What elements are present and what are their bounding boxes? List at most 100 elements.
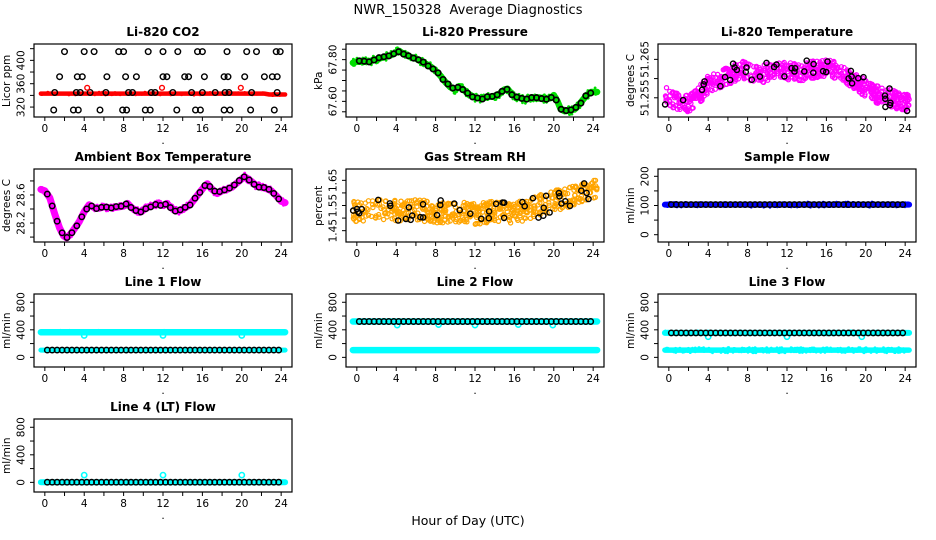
- y-axis-label: degrees C: [1, 179, 13, 232]
- svg-text:0: 0: [41, 123, 48, 135]
- panel-ambient-box-temperature: 0 4 8 12 16 20 24 28.2 28.6. Ambient Box Tempera…: [0, 150, 312, 272]
- svg-text:20: 20: [859, 373, 872, 385]
- svg-text:8: 8: [120, 498, 127, 510]
- svg-text:24: 24: [898, 248, 912, 260]
- panel-title: Gas Stream RH: [424, 150, 526, 164]
- sample-flow-chart: 0 4 8 12 16 20 24 0 100 200.: [640, 166, 917, 272]
- svg-text:16: 16: [508, 373, 522, 385]
- y-axis-label: percent: [313, 185, 325, 226]
- panel-sample-flow: 0 4 8 12 16 20 24 0 100 200. Sample Flow ml/min: [624, 150, 936, 272]
- svg-text:24: 24: [274, 373, 288, 385]
- svg-text:800: 800: [640, 292, 652, 312]
- svg-text:20: 20: [235, 248, 248, 260]
- li820-co2-chart: 0 4 8 12 16 20 24 320 360 400.: [16, 43, 293, 147]
- line1-flow-chart: 0 4 8 12 16 20 24 0 400 800.: [16, 292, 293, 397]
- panel-line3-flow: 0 4 8 12 16 20 24 0 400 800. Line 3 Flow ml/min: [624, 275, 936, 397]
- svg-text:16: 16: [196, 373, 210, 385]
- svg-text:.: .: [785, 385, 788, 397]
- cal-row-345: [51, 88, 281, 96]
- panel-line4-lt-flow: 0 4 8 12 16 20 24 0 400 800. Line 4 (LT) Flow ml/…: [0, 400, 312, 522]
- svg-text:20: 20: [547, 123, 560, 135]
- panel-li820-co2: 0 4 8 12 16 20 24 320 360 400. Li-820 CO2 Licor p…: [0, 25, 312, 147]
- svg-text:12: 12: [780, 373, 793, 385]
- svg-text:360: 360: [16, 74, 28, 94]
- svg-text:16: 16: [820, 123, 834, 135]
- svg-text:16: 16: [196, 498, 210, 510]
- panel-title: Line 4 (LT) Flow: [110, 400, 216, 414]
- x-axis-shared-label: Hour of Day (UTC): [411, 513, 525, 528]
- y-axis-label: ml/min: [1, 312, 13, 349]
- svg-text:8: 8: [744, 248, 751, 260]
- panel-title: Sample Flow: [744, 150, 830, 164]
- panel-line2-flow: 0 4 8 12 16 20 24 0 400 800. Line 2 Flow ml/min: [312, 275, 624, 397]
- svg-text:12: 12: [780, 248, 793, 260]
- svg-text:24: 24: [898, 373, 912, 385]
- svg-text:0: 0: [665, 373, 672, 385]
- svg-text:20: 20: [547, 248, 560, 260]
- svg-text:16: 16: [508, 123, 522, 135]
- line4-readings: [43, 478, 283, 486]
- svg-text:8: 8: [432, 123, 439, 135]
- line3-readings: [667, 329, 907, 337]
- svg-text:12: 12: [780, 123, 793, 135]
- svg-text:400: 400: [328, 320, 340, 340]
- panel-title: Li-820 CO2: [126, 25, 200, 39]
- panel-title: Li-820 Temperature: [720, 25, 854, 39]
- svg-text:0: 0: [41, 248, 48, 260]
- temp-readings: [661, 57, 911, 115]
- svg-text:.: .: [161, 135, 164, 147]
- ambient-readings: [43, 173, 283, 241]
- line2-flow-chart: 0 4 8 12 16 20 24 0 400 800.: [328, 292, 605, 397]
- panel-li820-pressure: 0 4 8 12 16 20 24 67.60 67.80. Li-820 Pressure k…: [312, 25, 624, 147]
- svg-text:320: 320: [16, 97, 28, 117]
- svg-text:51.255: 51.255: [640, 79, 652, 116]
- svg-text:800: 800: [16, 292, 28, 312]
- svg-text:16: 16: [820, 248, 834, 260]
- svg-text:400: 400: [640, 320, 652, 340]
- svg-text:200: 200: [640, 166, 652, 186]
- panel-title: Ambient Box Temperature: [74, 150, 252, 164]
- svg-text:28.2: 28.2: [16, 211, 28, 234]
- y-axis-label: ml/min: [1, 437, 13, 474]
- svg-text:12: 12: [156, 373, 169, 385]
- y-axis-label: degrees C: [625, 54, 637, 107]
- svg-text:28.6: 28.6: [16, 183, 28, 207]
- svg-text:4: 4: [705, 373, 712, 385]
- svg-text:0: 0: [41, 373, 48, 385]
- svg-text:24: 24: [898, 123, 912, 135]
- svg-text:20: 20: [235, 498, 248, 510]
- svg-text:8: 8: [432, 248, 439, 260]
- svg-text:0: 0: [353, 373, 360, 385]
- svg-text:4: 4: [393, 248, 400, 260]
- panel-title: Line 3 Flow: [748, 275, 826, 289]
- svg-text:12: 12: [156, 248, 169, 260]
- svg-text:0: 0: [353, 248, 360, 260]
- sample-flow-readings: [667, 201, 907, 209]
- svg-text:0: 0: [16, 354, 28, 361]
- svg-text:.: .: [473, 385, 476, 397]
- rh-readings: [349, 180, 592, 224]
- svg-text:0: 0: [665, 248, 672, 260]
- svg-text:16: 16: [196, 248, 210, 260]
- svg-text:4: 4: [81, 248, 88, 260]
- svg-text:16: 16: [508, 248, 522, 260]
- svg-text:0: 0: [16, 479, 28, 486]
- y-axis-label: kPa: [313, 71, 325, 90]
- svg-text:.: .: [473, 260, 476, 272]
- svg-text:20: 20: [235, 373, 248, 385]
- svg-text:1.45: 1.45: [328, 219, 340, 242]
- svg-text:1.55: 1.55: [328, 194, 340, 217]
- li820-pressure-chart: 0 4 8 12 16 20 24 67.60 67.80.: [328, 43, 605, 147]
- y-axis-label: ml/min: [313, 312, 325, 349]
- panel-title: Li-820 Pressure: [422, 25, 528, 39]
- red-outlier-markers: [84, 84, 244, 91]
- svg-text:4: 4: [705, 123, 712, 135]
- svg-text:16: 16: [196, 123, 210, 135]
- y-axis-label: ml/min: [625, 187, 637, 224]
- line4-spike-markers: [80, 471, 246, 479]
- svg-text:1.65: 1.65: [328, 169, 340, 192]
- svg-text:8: 8: [120, 123, 127, 135]
- svg-text:20: 20: [859, 248, 872, 260]
- svg-text:67.60: 67.60: [328, 86, 340, 116]
